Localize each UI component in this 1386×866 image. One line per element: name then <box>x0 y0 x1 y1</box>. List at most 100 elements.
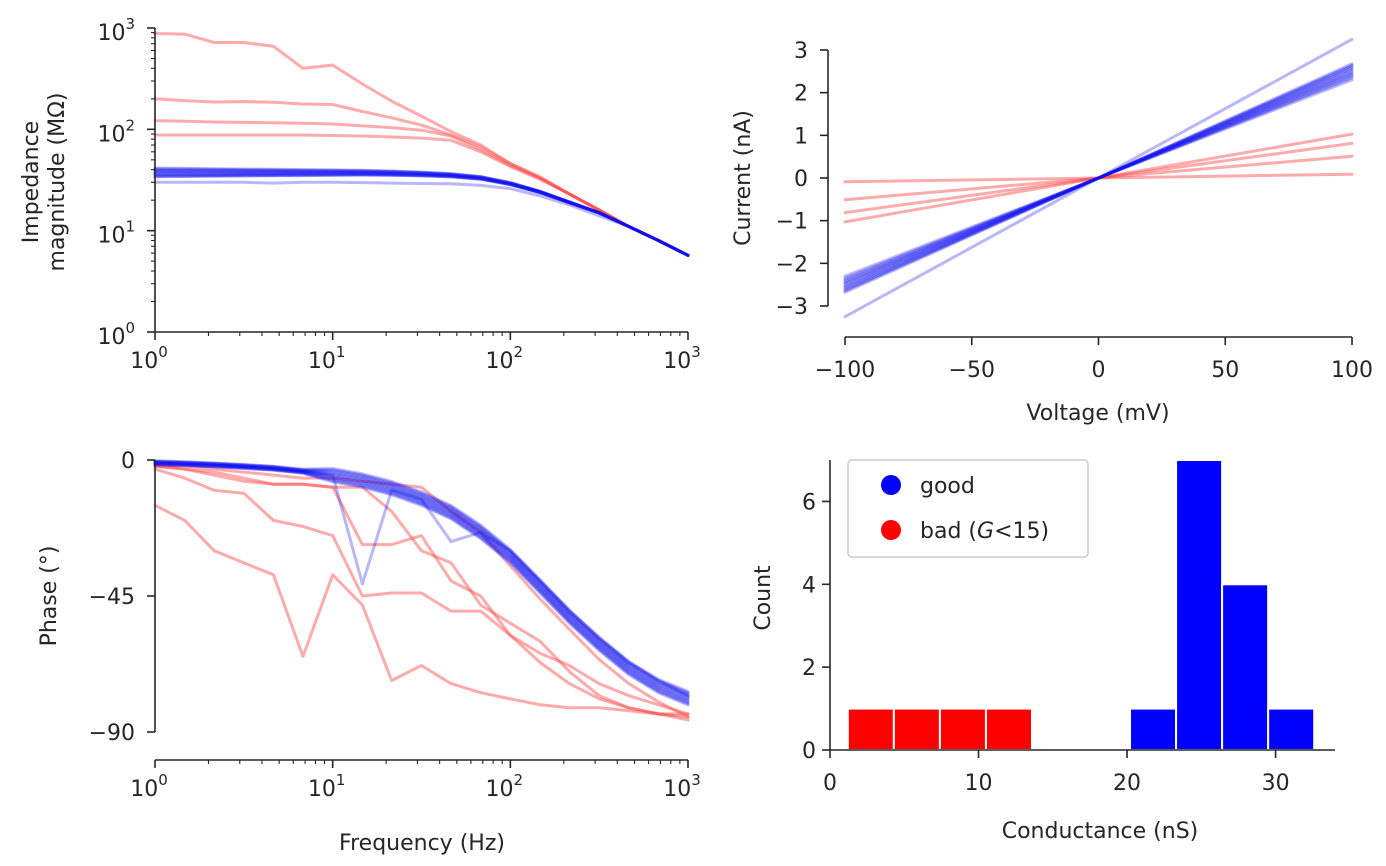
histogram-y-tick-label: 4 <box>802 573 816 598</box>
iv-good-line-4 <box>843 67 1354 289</box>
impedance-x-tick-label-base: 10 <box>130 349 158 374</box>
legend-bad-label-post: <15) <box>994 519 1049 544</box>
impedance-x-tick-label-exp: 0 <box>158 343 168 361</box>
phase-x-tick-label: 100 <box>130 771 168 802</box>
iv-xlabel: Voltage (mV) <box>1026 401 1169 426</box>
impedance-good-line-11 <box>153 173 690 257</box>
histogram-x-tick-label: 20 <box>1113 771 1141 796</box>
impedance-x-tick-label: 101 <box>308 343 346 374</box>
impedance-y-tick-label: 101 <box>97 218 135 249</box>
legend-bad-label: bad (G<15) <box>920 519 1049 544</box>
iv-y-tick-label: 3 <box>794 39 808 64</box>
histogram-bar-bad <box>846 707 895 751</box>
phase-x-tick-label-exp: 1 <box>336 771 346 789</box>
impedance-y-tick-label: 100 <box>97 319 135 350</box>
iv-good-line-12 <box>843 63 1354 293</box>
phase-ylabel: Phase (°) <box>37 546 62 647</box>
impedance-bad-1-line <box>153 32 690 257</box>
legend-good-marker <box>881 475 901 495</box>
histogram-bar-bad <box>938 707 987 751</box>
impedance-y-tick-label-exp: 1 <box>125 218 135 236</box>
phase-y-tick-label: −45 <box>89 585 135 610</box>
iv-good-line-6 <box>843 70 1354 286</box>
phase-series-group <box>153 459 690 722</box>
impedance-x-tick-label: 103 <box>663 343 701 374</box>
iv-y-tick-label: 0 <box>794 167 808 192</box>
impedance-x-tick-label-base: 10 <box>486 349 514 374</box>
phase-good-line-3 <box>153 460 690 697</box>
histogram-bar-good <box>1221 583 1270 751</box>
iv-good-line-11 <box>843 78 1354 278</box>
iv-series-group <box>843 37 1354 319</box>
histogram-xlabel: Conductance (nS) <box>1002 819 1199 844</box>
phase-y-tick-label: −90 <box>89 721 135 746</box>
iv-curve-panel: −100 −50 0 50 100 −3 −2 −1 0 1 2 3 Voltage (mV) Cur… <box>731 37 1373 426</box>
histogram-x-tick-label: 30 <box>1262 771 1290 796</box>
histogram-bar-good <box>1129 707 1178 751</box>
phase-xlabel: Frequency (Hz) <box>339 831 505 856</box>
iv-good-line-5 <box>843 69 1354 287</box>
impedance-good-line-8 <box>153 172 690 257</box>
histogram-x-tick-label: 10 <box>965 771 993 796</box>
legend-bad-marker <box>881 520 901 540</box>
legend-bad-label-italic: G <box>977 519 994 544</box>
iv-good-line-3 <box>843 66 1354 290</box>
impedance-good-line-1 <box>153 166 690 257</box>
histogram-bar-good <box>1175 459 1224 751</box>
iv-y-tick-label: −3 <box>776 295 808 320</box>
phase-x-tick-label-exp: 3 <box>691 771 701 789</box>
phase-x-tick-label-base: 10 <box>308 777 336 802</box>
impedance-good-line-10 <box>153 173 690 257</box>
impedance-good-line-2 <box>153 167 690 257</box>
conductance-histogram-panel: 0 10 20 30 0 2 4 6 Conductance (nS) Count good … <box>751 459 1335 844</box>
iv-bad-line-2 <box>843 141 1354 215</box>
histogram-ylabel: Count <box>751 565 776 631</box>
legend-frame <box>847 459 1089 558</box>
iv-ylabel: Current (nA) <box>731 110 756 246</box>
legend-bad-label-pre: bad ( <box>920 519 977 544</box>
impedance-y-tick-label-base: 10 <box>97 224 125 249</box>
phase-bad-3-line <box>153 464 690 716</box>
iv-y-tick-label: 2 <box>794 82 808 107</box>
iv-x-tick-label: 100 <box>1331 358 1373 383</box>
histogram-bar-good <box>1267 707 1316 751</box>
iv-good-line-8 <box>843 73 1354 283</box>
impedance-good-outlier-line <box>153 180 690 257</box>
impedance-x-tick-label: 102 <box>486 343 524 374</box>
histogram-x-tick-label: 0 <box>823 771 837 796</box>
histogram-legend: good bad (G<15) <box>847 459 1089 558</box>
phase-good-line-2 <box>153 460 690 696</box>
iv-x-tick-label: −100 <box>815 358 875 383</box>
iv-bad-line-3 <box>843 154 1354 202</box>
impedance-y-tick-label: 102 <box>97 116 135 147</box>
phase-good-line-12 <box>153 459 690 693</box>
phase-y-tick-label: 0 <box>121 449 135 474</box>
impedance-good-line-9 <box>153 172 690 257</box>
phase-good-line-10 <box>153 463 690 706</box>
phase-x-tick-label: 102 <box>486 771 524 802</box>
legend-good-label: good <box>920 474 975 499</box>
impedance-good-line-3 <box>153 168 690 257</box>
impedance-y-tick-label-base: 10 <box>97 122 125 147</box>
impedance-ylabel-line2: magnitude (MΩ) <box>45 93 70 272</box>
impedance-y-tick-label-base: 10 <box>97 325 125 350</box>
histogram-y-tick-label: 2 <box>802 656 816 681</box>
iv-bad-line-4 <box>843 172 1354 184</box>
impedance-ylabel-line1: Impedance <box>19 121 44 243</box>
histogram-y-tick-label: 6 <box>802 490 816 515</box>
impedance-bad-4-line <box>153 133 690 257</box>
impedance-x-tick-label-exp: 3 <box>691 343 701 361</box>
iv-good-outlier-line <box>843 37 1354 319</box>
impedance-y-tick-label-exp: 0 <box>125 319 135 337</box>
iv-y-tick-label: 1 <box>794 124 808 149</box>
impedance-x-tick-label-exp: 1 <box>336 343 346 361</box>
impedance-good-line-5 <box>153 169 690 257</box>
iv-y-tick-label: −1 <box>776 210 808 235</box>
iv-x-tick-label: −50 <box>949 358 995 383</box>
phase-good-line-11 <box>153 463 690 707</box>
histogram-bar-bad <box>892 707 941 751</box>
